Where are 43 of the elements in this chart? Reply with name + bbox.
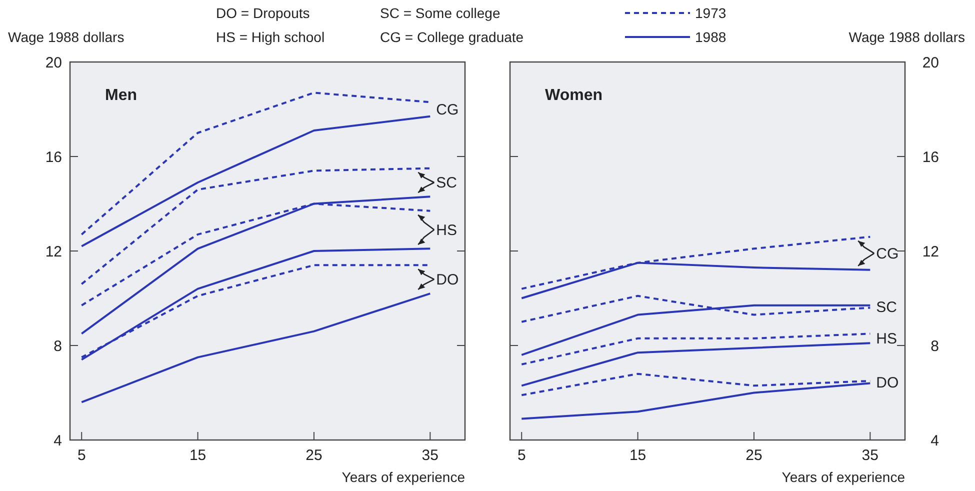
x-tick-label: 35 — [422, 447, 438, 464]
text: HS = High school — [216, 29, 325, 45]
text: DO = Dropouts — [216, 5, 310, 21]
y-tick-label: 12 — [45, 243, 62, 260]
line-series — [80, 167, 432, 286]
annotation: DO — [436, 272, 459, 289]
annotation: HS — [876, 330, 897, 348]
y2-tick-label: 12 — [922, 243, 939, 260]
y2-tick-label: 20 — [922, 54, 939, 72]
text: CG = College graduate — [380, 29, 524, 45]
annotation: CG — [876, 246, 899, 263]
x-tick-label: 15 — [189, 447, 206, 464]
x-tick-label: 35 — [862, 447, 878, 464]
x-tick-label: 5 — [77, 447, 86, 464]
x-tick-label: 15 — [629, 447, 646, 464]
y2-tick-label: 16 — [922, 148, 939, 166]
annotation: SC — [876, 298, 898, 316]
line-series — [520, 342, 872, 387]
legend-label: 1988 — [695, 29, 726, 45]
y-tick-label: 20 — [45, 54, 62, 72]
y-tick-label: 8 — [54, 338, 62, 355]
line-series — [80, 115, 432, 248]
x-axis-title: Years of experience — [782, 469, 906, 485]
legend-label: 1973 — [695, 5, 726, 21]
text: Women — [545, 87, 602, 104]
y2-tick-label: 8 — [930, 338, 939, 355]
annotation: CG — [436, 102, 459, 118]
y-axis-title: Wage 1988 dollars — [8, 29, 124, 45]
y-tick-label: 16 — [45, 148, 62, 166]
x-tick-label: 25 — [306, 447, 322, 464]
line-series — [80, 292, 432, 404]
text: Men — [105, 87, 137, 104]
x-tick-label: 5 — [517, 447, 526, 464]
y2-tick-label: 4 — [930, 432, 939, 450]
y2-axis-title: Wage 1988 dollars — [848, 29, 965, 45]
annotation: SC — [436, 174, 458, 192]
line-series — [80, 196, 432, 335]
annotation: HS — [436, 222, 457, 239]
x-tick-label: 25 — [746, 447, 762, 464]
text: SC = Some college — [380, 5, 500, 21]
y-tick-label: 4 — [54, 432, 62, 450]
x-axis-title: Years of experience — [342, 469, 466, 485]
annotation: DO — [876, 374, 899, 392]
